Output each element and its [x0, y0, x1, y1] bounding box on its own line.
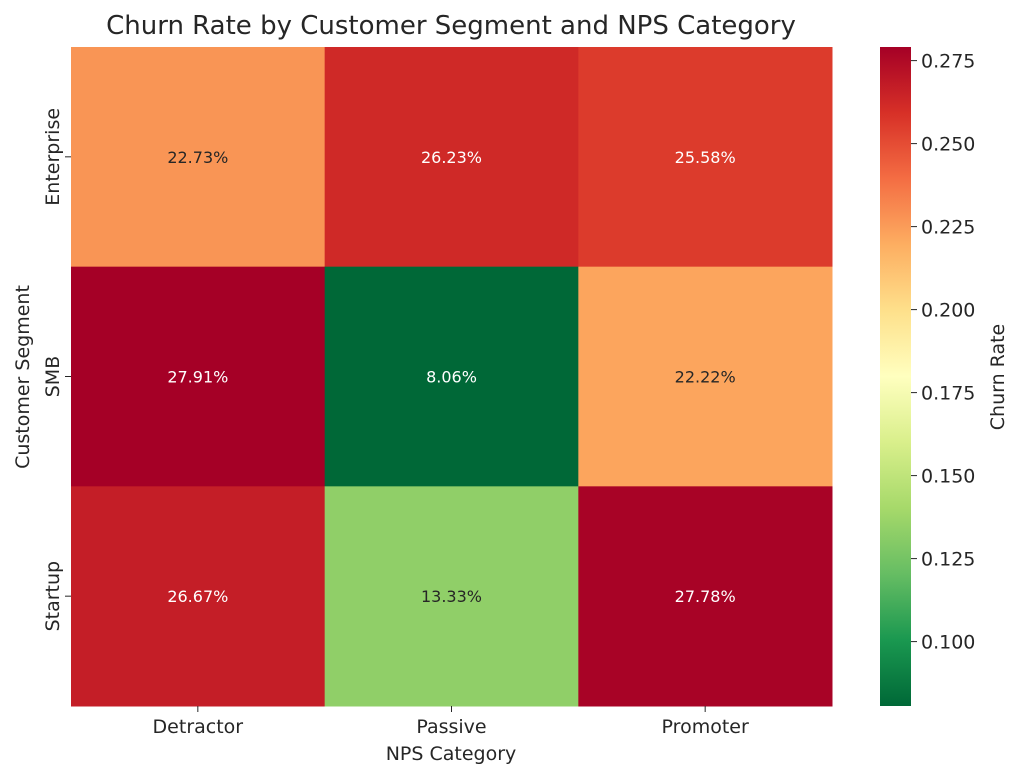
colorbar-tick-label: 0.125: [921, 549, 975, 571]
chart-title: Churn Rate by Customer Segment and NPS C…: [106, 11, 796, 41]
heatmap-cell: [324, 266, 579, 487]
cell-annotation: 22.73%: [167, 148, 228, 167]
colorbar-tick-label: 0.225: [921, 217, 975, 239]
cell-annotation: 27.78%: [675, 587, 736, 606]
colorbar-tick-label: 0.200: [921, 300, 975, 322]
heatmap-cell: [71, 47, 326, 268]
colorbar-tick-label: 0.100: [921, 632, 975, 654]
x-axis-label: NPS Category: [386, 743, 517, 765]
colorbar: [880, 47, 911, 706]
cell-annotation: 27.91%: [167, 368, 228, 387]
heatmap-cell: [324, 486, 579, 707]
cell-annotation: 22.22%: [675, 368, 736, 387]
y-tick-label: SMB: [42, 356, 64, 398]
heatmap-cell: [71, 266, 326, 487]
x-tick-label: Passive: [416, 716, 486, 738]
colorbar-label: Churn Rate: [987, 324, 1009, 430]
y-tick-label: Enterprise: [42, 108, 64, 206]
y-axis-label: Customer Segment: [12, 285, 34, 469]
heatmap-cell: [578, 266, 833, 487]
cell-annotation: 25.58%: [675, 148, 736, 167]
colorbar-tick-label: 0.175: [921, 383, 975, 405]
x-tick-label: Detractor: [153, 716, 244, 738]
cell-annotation: 8.06%: [426, 368, 477, 387]
x-tick-label: Promoter: [662, 716, 749, 738]
cell-annotation: 26.67%: [167, 587, 228, 606]
colorbar-tick-label: 0.150: [921, 466, 975, 488]
colorbar-tick-label: 0.250: [921, 134, 975, 156]
cell-annotation: 13.33%: [421, 587, 482, 606]
cell-annotation: 26.23%: [421, 148, 482, 167]
heatmap-cell: [578, 486, 833, 707]
y-tick-label: Startup: [42, 561, 64, 632]
colorbar-tick-label: 0.275: [921, 51, 975, 73]
heatmap-cell: [71, 486, 326, 707]
heatmap-cell: [578, 47, 833, 268]
heatmap-cell: [324, 47, 579, 268]
